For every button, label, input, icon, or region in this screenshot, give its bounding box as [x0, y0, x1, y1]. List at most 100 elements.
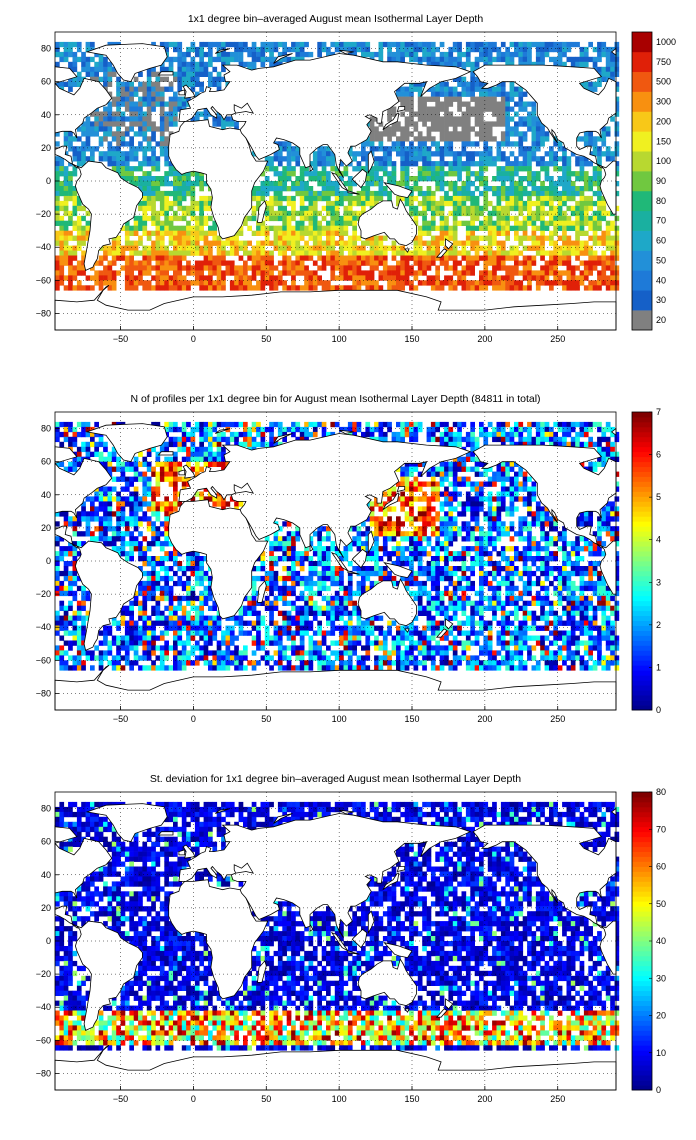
- data-cell: [601, 270, 607, 276]
- data-cell: [107, 101, 113, 107]
- data-cell: [164, 121, 169, 127]
- data-cell: [575, 156, 580, 162]
- data-cell: [430, 91, 436, 97]
- data-cell: [610, 61, 615, 68]
- data-cell: [426, 496, 432, 502]
- data-cell: [339, 176, 344, 182]
- data-cell: [212, 56, 218, 63]
- data-cell: [378, 240, 384, 246]
- data-cell: [159, 190, 165, 197]
- data-cell: [444, 215, 449, 222]
- data-cell: [282, 426, 287, 433]
- data-cell: [186, 96, 191, 102]
- coastline: [257, 200, 267, 223]
- data-cell: [361, 250, 366, 256]
- data-cell: [483, 56, 489, 63]
- x-tick-label: 50: [261, 334, 271, 344]
- data-cell: [142, 255, 148, 261]
- data-cell: [181, 255, 187, 261]
- data-cell: [579, 441, 585, 448]
- data-cell: [208, 215, 213, 222]
- data-cell: [326, 255, 331, 261]
- data-cell: [518, 486, 524, 492]
- data-cell: [138, 476, 143, 482]
- data-cell: [579, 176, 585, 182]
- data-cell: [535, 521, 541, 527]
- data-cell: [413, 195, 419, 202]
- data-cell: [382, 131, 388, 137]
- data-cell: [435, 121, 440, 127]
- data-cell: [317, 255, 322, 261]
- data-cell: [404, 476, 410, 482]
- data-cell: [286, 186, 292, 192]
- colorbar-segment: [632, 210, 652, 231]
- data-cell: [282, 250, 287, 256]
- data-cell: [181, 481, 187, 487]
- data-cell: [487, 255, 493, 261]
- data-cell: [374, 245, 379, 251]
- data-cell: [330, 205, 336, 212]
- data-cell: [465, 240, 471, 246]
- data-cell: [465, 161, 471, 167]
- data-cell: [439, 61, 445, 68]
- data-cell: [124, 476, 130, 482]
- data-cell: [435, 526, 440, 532]
- data-cell: [199, 421, 204, 428]
- data-cell: [426, 46, 432, 53]
- data-cell: [540, 200, 545, 207]
- data-cell: [190, 431, 196, 438]
- data-cell: [238, 431, 244, 438]
- data-cell: [588, 260, 593, 266]
- data-cell: [352, 250, 357, 256]
- data-cell: [553, 245, 558, 251]
- data-cell: [518, 41, 524, 48]
- data-cell: [142, 486, 148, 492]
- data-cell: [461, 161, 467, 167]
- data-cell: [417, 131, 423, 137]
- data-cell: [138, 451, 143, 457]
- data-cell: [518, 101, 524, 107]
- data-cell: [544, 436, 550, 443]
- data-cell: [59, 215, 65, 222]
- coastline: [178, 53, 472, 178]
- data-cell: [347, 195, 353, 202]
- data-cell: [505, 131, 510, 137]
- x-tick-label: −50: [113, 334, 128, 344]
- data-cell: [527, 126, 532, 132]
- data-cell: [90, 146, 95, 152]
- data-cell: [304, 181, 309, 187]
- data-cell: [124, 521, 130, 527]
- data-cell: [107, 81, 113, 87]
- data-cell: [334, 250, 340, 256]
- data-cell: [326, 181, 331, 187]
- data-cell: [396, 51, 401, 58]
- data-cell: [229, 235, 235, 241]
- data-cell: [59, 245, 65, 251]
- data-cell: [452, 86, 458, 92]
- data-cell: [514, 506, 519, 512]
- data-cell: [557, 280, 563, 286]
- data-cell: [575, 280, 580, 286]
- data-cell: [133, 501, 139, 507]
- data-cell: [518, 161, 524, 167]
- data-cell: [439, 186, 445, 192]
- data-cell: [212, 230, 218, 236]
- data-cell: [361, 521, 366, 527]
- data-cell: [474, 461, 480, 467]
- data-cell: [430, 255, 436, 261]
- data-cell: [365, 161, 371, 167]
- data-cell: [531, 181, 537, 187]
- data-cell: [317, 240, 322, 246]
- data-cell: [138, 280, 143, 286]
- data-cell: [583, 250, 589, 256]
- data-cell: [203, 426, 209, 433]
- data-cell: [72, 151, 78, 157]
- data-cell: [479, 116, 484, 122]
- data-cell: [365, 421, 371, 428]
- data-cell: [225, 41, 231, 48]
- data-cell: [387, 531, 392, 537]
- data-cell: [492, 260, 497, 266]
- data-cell: [426, 190, 432, 197]
- data-cell: [208, 240, 213, 246]
- data-cell: [194, 76, 200, 82]
